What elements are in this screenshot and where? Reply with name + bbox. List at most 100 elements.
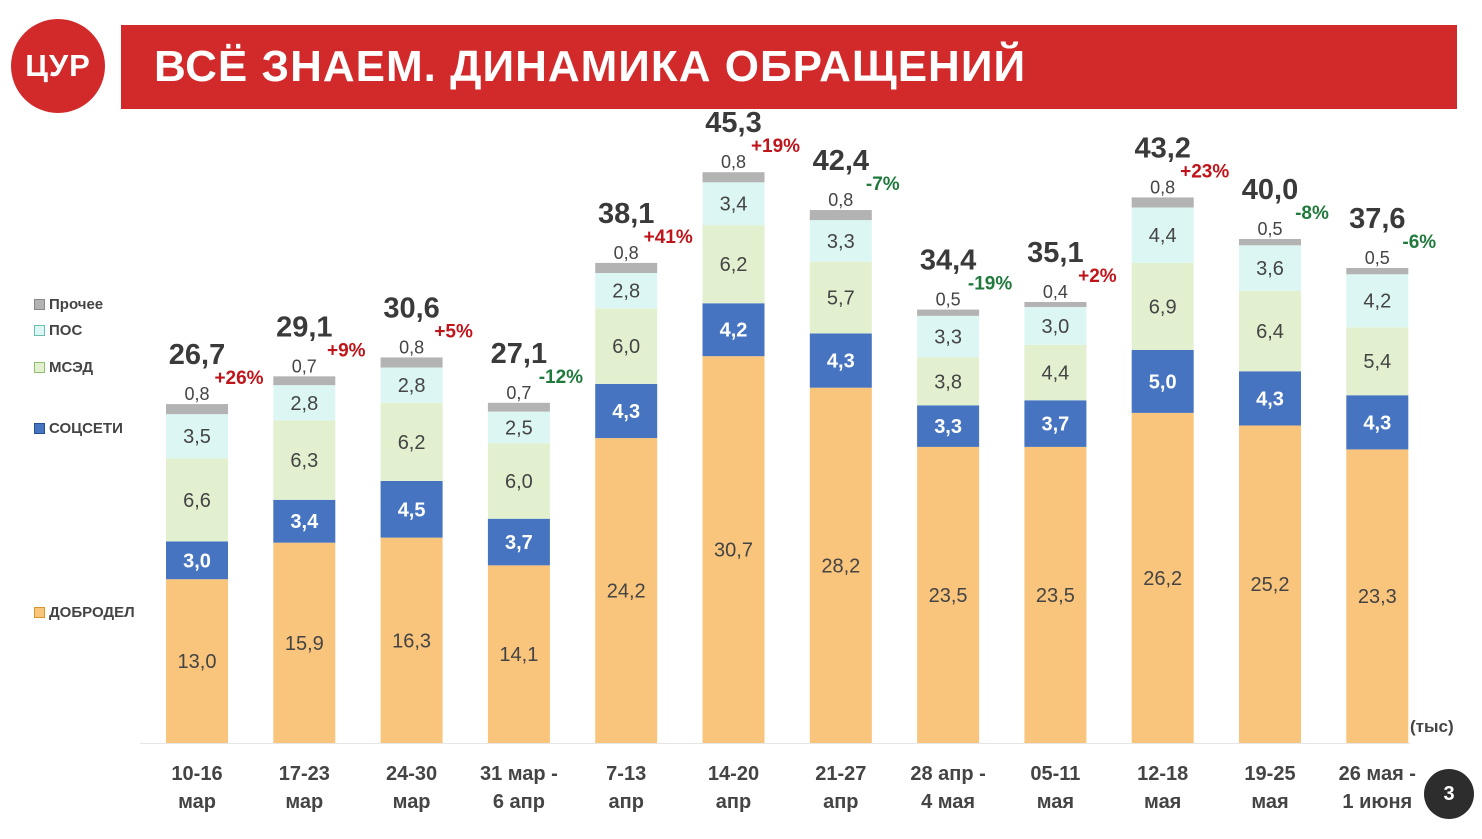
data-label: 30,7 [714, 540, 753, 562]
bar-segment [1024, 302, 1087, 308]
unit-label: (тыс) [1410, 717, 1454, 736]
page-number-text: 3 [1443, 782, 1455, 805]
category-label: 26 мая - [1339, 763, 1416, 785]
data-label: 2,5 [505, 417, 533, 439]
bar-segment [1024, 400, 1087, 447]
bar-segment [1131, 349, 1194, 413]
data-label: 3,0 [183, 550, 211, 572]
data-label: 3,3 [827, 231, 855, 253]
bar-segment [1131, 262, 1194, 350]
bar-segment [273, 376, 336, 386]
bar-segment [809, 220, 872, 262]
data-label: 6,4 [1256, 321, 1284, 343]
data-label: 23,5 [1036, 585, 1075, 607]
legend-swatch [34, 325, 45, 336]
bar-segment [1346, 327, 1409, 396]
data-label: 0,7 [292, 356, 317, 376]
total-label: 29,1 [276, 311, 332, 343]
data-label: 4,2 [720, 320, 748, 342]
data-label: 2,8 [290, 393, 318, 415]
bar-segment [917, 446, 980, 743]
data-label: 0,5 [1257, 219, 1282, 239]
bar-segment [1024, 446, 1087, 743]
legend-item: ПОС [34, 322, 82, 339]
category-label: мар [393, 791, 431, 813]
change-label: -19% [968, 274, 1012, 295]
data-label: 6,2 [398, 432, 426, 454]
category-label: мар [178, 791, 216, 813]
data-label: 3,3 [934, 327, 962, 349]
data-label: 5,7 [827, 288, 855, 310]
change-label: -8% [1295, 203, 1329, 224]
data-label: 0,8 [614, 243, 639, 263]
bar-segment [166, 414, 228, 459]
data-label: 23,3 [1358, 586, 1397, 608]
legend-item: Прочее [34, 296, 103, 313]
data-label: 3,0 [1041, 316, 1069, 338]
bar-segment [595, 438, 658, 743]
category-label: апр [823, 791, 858, 813]
bar-segment [1024, 307, 1087, 345]
bar-segment [1239, 239, 1301, 246]
logo-text: ЦУР [25, 48, 91, 83]
bar-segment [1346, 449, 1409, 743]
bar-segment [380, 357, 443, 368]
category-label: 10-16 [171, 763, 222, 785]
bar-segment [917, 357, 980, 406]
data-label: 3,7 [1041, 414, 1069, 436]
data-label: 6,6 [183, 490, 211, 512]
bar-segment [1131, 197, 1194, 208]
bar-segment [273, 499, 336, 543]
bar-segment [702, 182, 765, 226]
legend-label: Прочее [49, 296, 104, 313]
total-label: 26,7 [169, 339, 225, 371]
data-label: 6,2 [720, 254, 748, 276]
bar-segment [487, 402, 550, 412]
data-label: 23,5 [929, 585, 968, 607]
category-label: 4 мая [921, 791, 975, 813]
data-label: 4,4 [1041, 363, 1069, 385]
bar-segment [702, 172, 765, 183]
legend-swatch [34, 423, 45, 434]
category-label: 12-18 [1137, 763, 1188, 785]
change-label: +5% [434, 321, 473, 342]
legend-label: СОЦСЕТИ [49, 420, 123, 437]
total-label: 34,4 [920, 245, 976, 277]
data-label: 2,8 [398, 375, 426, 397]
data-label: 3,4 [720, 194, 748, 216]
data-label: 3,3 [934, 416, 962, 438]
total-label: 43,2 [1134, 132, 1190, 164]
data-label: 6,0 [612, 336, 640, 358]
data-label: 6,9 [1149, 296, 1177, 318]
change-label: +2% [1078, 266, 1117, 287]
bar-segment [595, 383, 658, 439]
bar-segment [166, 541, 228, 580]
bar-segment [1024, 344, 1087, 401]
data-label: 4,3 [612, 401, 640, 423]
bar-segment [595, 273, 658, 309]
legend-label: ПОС [49, 322, 83, 339]
bar-segment [166, 579, 228, 743]
change-label: -12% [539, 367, 583, 388]
total-label: 45,3 [705, 107, 761, 139]
bar-segment [595, 308, 658, 384]
legend-item: МСЭД [34, 359, 93, 376]
bar-segment [487, 565, 550, 743]
bar-segment [809, 261, 872, 334]
data-label: 4,3 [827, 351, 855, 373]
category-label: 21-27 [815, 763, 866, 785]
total-label: 40,0 [1242, 174, 1298, 206]
bar-segment [166, 404, 228, 415]
data-label: 0,8 [828, 190, 853, 210]
legend-item: ДОБРОДЕЛ [34, 604, 135, 621]
bar-segment [273, 420, 336, 500]
data-label: 2,8 [612, 281, 640, 303]
bar-segment [380, 480, 443, 538]
bar-segment [1239, 245, 1301, 291]
bar-segment [273, 542, 336, 743]
bar-segment [809, 210, 872, 221]
category-label: 31 мар - [480, 763, 558, 785]
category-label: мар [285, 791, 323, 813]
bar-segment [487, 443, 550, 519]
category-label: апр [608, 791, 643, 813]
